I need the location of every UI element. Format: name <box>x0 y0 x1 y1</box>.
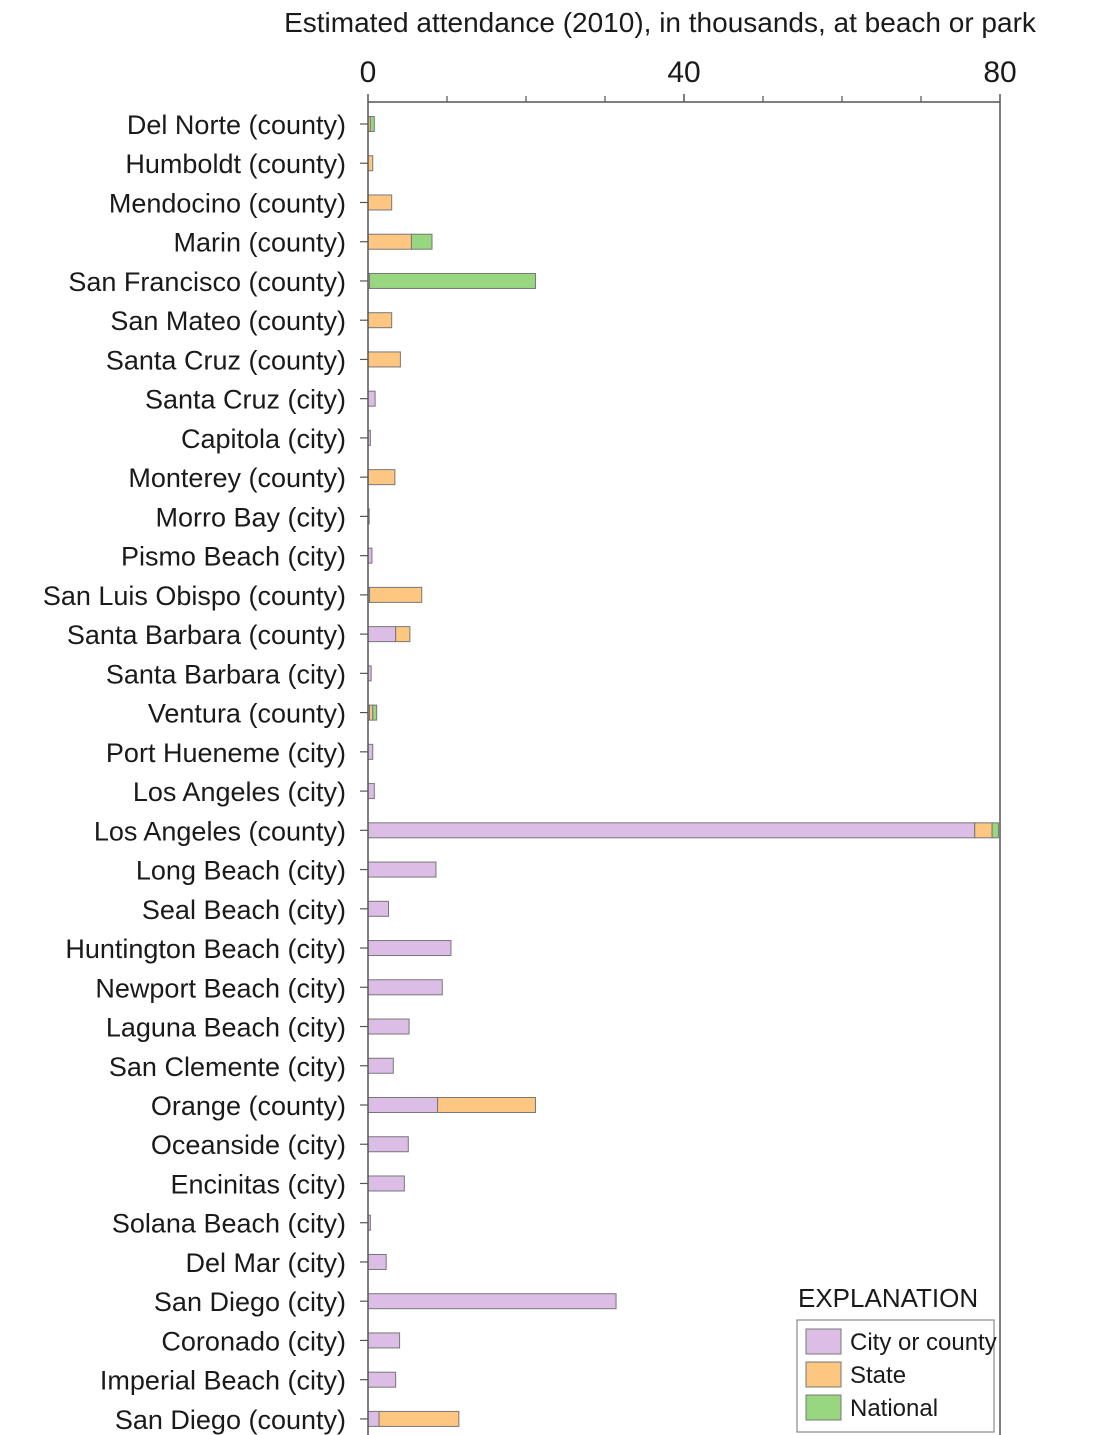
category-label: Port Hueneme (city) <box>106 738 346 768</box>
bar-city-or-county-santa-cruz-city <box>367 390 376 407</box>
category-label: Solana Beach (city) <box>112 1209 346 1239</box>
bar-city-or-county-imperial-beach-city <box>367 1371 397 1388</box>
category-label: Santa Cruz (city) <box>145 385 346 415</box>
category-label: Mendocino (county) <box>109 188 346 218</box>
bar-city-or-county-long-beach-city <box>367 861 437 878</box>
bar-state-san-diego-county <box>378 1410 460 1427</box>
bars <box>367 116 999 1427</box>
bar-city-or-county-san-diego-city <box>367 1293 617 1310</box>
category-label: Encinitas (city) <box>170 1169 346 1199</box>
bar-national-marin-county <box>410 233 433 250</box>
legend-label-national: National <box>850 1395 938 1422</box>
chart-title: Estimated attendance (2010), in thousand… <box>284 7 1037 38</box>
category-label: Monterey (county) <box>128 463 346 493</box>
category-label: Los Angeles (county) <box>94 816 346 846</box>
category-label: Los Angeles (city) <box>133 777 346 807</box>
bar-city-or-county-laguna-beach-city <box>367 1018 410 1035</box>
category-label: Humboldt (county) <box>125 149 346 179</box>
bar-national-ventura-county <box>372 704 378 721</box>
legend-label-state: State <box>850 1362 906 1389</box>
bar-state-monterey-county <box>367 469 396 486</box>
legend-swatch-city-or-county <box>805 1328 842 1355</box>
bar-state-san-luis-obispo-county <box>369 586 423 603</box>
bar-city-or-county-orange-county <box>367 1097 439 1113</box>
category-label: Imperial Beach (city) <box>100 1366 346 1396</box>
category-label: San Diego (city) <box>154 1287 346 1317</box>
bar-city-or-county-los-angeles-county <box>367 822 976 839</box>
category-label: Oceanside (city) <box>151 1130 346 1160</box>
category-label: Capitola (city) <box>181 424 346 454</box>
category-label: San Mateo (county) <box>110 306 346 336</box>
bar-city-or-county-encinitas-city <box>367 1175 405 1192</box>
category-label: Long Beach (city) <box>136 856 346 886</box>
category-label: San Diego (county) <box>115 1405 346 1435</box>
category-label: Morro Bay (city) <box>155 502 346 532</box>
bar-state-los-angeles-county <box>974 822 993 839</box>
bar-city-or-county-coronado-city <box>367 1332 401 1349</box>
category-label: Orange (county) <box>151 1091 346 1121</box>
bar-city-or-county-huntington-beach-city <box>367 940 452 957</box>
bar-state-san-mateo-county <box>367 312 393 329</box>
category-label: Seal Beach (city) <box>142 895 346 925</box>
x-tick-label: 80 <box>983 56 1016 89</box>
category-label: Santa Barbara (city) <box>106 659 346 689</box>
category-label: Santa Cruz (county) <box>106 345 346 375</box>
category-label: Coronado (city) <box>161 1326 346 1356</box>
category-label: Newport Beach (city) <box>95 973 346 1003</box>
bar-state-santa-barbara-county <box>395 626 411 643</box>
bar-state-mendocino-county <box>367 194 393 211</box>
bar-city-or-county-los-angeles-city <box>367 783 375 800</box>
bar-state-orange-county <box>437 1097 536 1113</box>
category-labels: Del Norte (county) Humboldt (county) Mendo… <box>43 110 368 1435</box>
bar-state-santa-cruz-county <box>367 351 401 368</box>
legend-entries: City or county State National <box>805 1328 997 1422</box>
category-label: Laguna Beach (city) <box>106 1013 346 1043</box>
bar-city-or-county-seal-beach-city <box>367 900 390 917</box>
legend: EXPLANATION City or county State National <box>796 1283 997 1433</box>
x-tick-label: 0 <box>360 56 377 89</box>
legend-swatch-national <box>805 1394 842 1421</box>
bar-national-san-francisco-county <box>369 272 536 289</box>
category-label: Marin (county) <box>173 228 346 258</box>
category-label: San Clemente (city) <box>109 1052 346 1082</box>
bar-state-marin-county <box>367 233 412 250</box>
bar-city-or-county-del-mar-city <box>367 1253 387 1270</box>
category-label: Pismo Beach (city) <box>121 542 346 572</box>
category-label: Huntington Beach (city) <box>65 934 346 964</box>
bar-national-del-norte-county <box>369 116 375 132</box>
bar-city-or-county-santa-barbara-county <box>367 626 397 643</box>
legend-title: EXPLANATION <box>798 1283 978 1313</box>
category-label: San Francisco (county) <box>68 267 346 297</box>
legend-label-city-or-county: City or county <box>850 1329 997 1356</box>
category-label: Ventura (county) <box>148 699 346 729</box>
category-label: Del Mar (city) <box>186 1248 347 1278</box>
bar-city-or-county-san-diego-county <box>367 1410 380 1427</box>
x-axis: 0 40 80 <box>360 56 1017 102</box>
bar-city-or-county-newport-beach-city <box>367 979 443 996</box>
category-label: Del Norte (county) <box>127 110 346 140</box>
category-label: San Luis Obispo (county) <box>43 581 346 611</box>
x-tick-label: 40 <box>667 56 700 89</box>
legend-swatch-state <box>805 1361 842 1388</box>
bar-city-or-county-san-clemente-city <box>367 1057 394 1074</box>
category-label: Santa Barbara (county) <box>67 620 346 650</box>
bar-city-or-county-oceanside-city <box>367 1136 409 1153</box>
bar-national-los-angeles-county <box>991 822 999 839</box>
